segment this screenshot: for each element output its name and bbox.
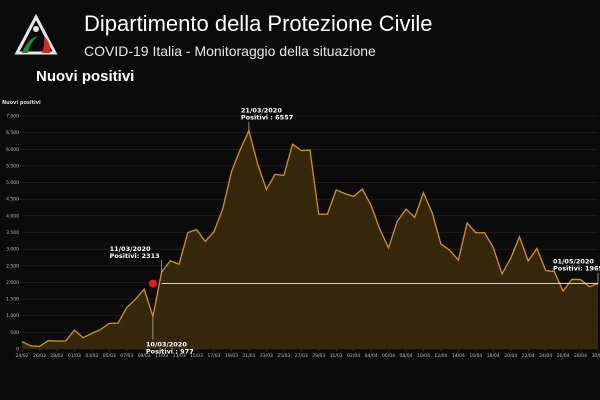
x-tick-label: 26/04: [557, 353, 570, 359]
x-tick-label: 17/03: [208, 353, 221, 359]
page-title: Dipartimento della Protezione Civile: [84, 11, 433, 36]
x-tick-label: 09/03: [138, 353, 151, 359]
annotation-date: 10/03/2020: [146, 340, 187, 348]
y-tick-label: 500: [10, 330, 19, 336]
x-tick-label: 02/04: [347, 353, 360, 359]
x-tick-label: 14/04: [452, 353, 465, 359]
x-tick-label: 05/03: [103, 353, 116, 359]
x-tick-label: 29/03: [312, 353, 325, 359]
annotation-date: 01/05/2020: [553, 258, 594, 266]
protezione-civile-logo-icon: [14, 14, 58, 55]
y-tick-label: 1.000: [6, 313, 19, 319]
x-tick-label: 25/03: [277, 353, 290, 359]
y-tick-label: 7.000: [6, 114, 19, 120]
x-tick-label: 08/04: [400, 353, 413, 359]
x-tick-label: 30/04: [592, 353, 600, 359]
x-tick-label: 13/03: [173, 353, 186, 359]
y-tick-label: 3.000: [6, 247, 19, 253]
y-tick-label: 3.500: [6, 230, 19, 236]
x-tick-label: 28/04: [574, 353, 587, 359]
x-tick-label: 23/03: [260, 353, 273, 359]
x-tick-label: 19/03: [225, 353, 238, 359]
x-tick-label: 18/04: [487, 353, 500, 359]
page-subtitle: COVID-19 Italia - Monitoraggio della sit…: [84, 43, 376, 59]
x-tick-label: 16/04: [469, 353, 482, 359]
x-tick-label: 12/04: [434, 353, 447, 359]
y-tick-label: 1.500: [6, 297, 19, 303]
annotation-value: Positivi : 977: [146, 347, 194, 355]
y-tick-label: 5.000: [6, 180, 19, 186]
y-tick-label: 0: [16, 347, 19, 353]
x-tick-label: 26/02: [33, 353, 46, 359]
annotation-value: Positivi : 6557: [241, 114, 293, 122]
x-tick-label: 24/04: [539, 353, 552, 359]
x-tick-label: 31/03: [330, 353, 343, 359]
y-axis-label: Nuovi positivi: [2, 100, 41, 106]
x-tick-label: 20/04: [504, 353, 517, 359]
y-tick-label: 4.500: [6, 197, 19, 203]
x-tick-label: 28/02: [50, 353, 63, 359]
y-tick-label: 2.000: [6, 280, 19, 286]
annotation-value: Positivi: 1965: [553, 265, 600, 273]
x-tick-label: 15/03: [190, 353, 203, 359]
x-tick-label: 04/04: [365, 353, 378, 359]
y-tick-label: 4.000: [6, 213, 19, 219]
x-tick-label: 21/03: [242, 353, 255, 359]
x-tick-label: 10/04: [417, 353, 430, 359]
x-tick-label: 24/02: [16, 353, 29, 359]
x-tick-label: 03/03: [85, 353, 98, 359]
x-tick-label: 22/04: [522, 353, 535, 359]
x-tick-label: 27/03: [295, 353, 308, 359]
peak-start-marker: [148, 279, 157, 288]
annotation-value: Positivi: 2313: [110, 252, 160, 260]
annotation-date: 11/03/2020: [110, 245, 151, 253]
x-tick-label: 07/03: [120, 353, 133, 359]
x-tick-label: 01/03: [68, 353, 81, 359]
area-fill: [22, 130, 598, 349]
series-line: [21, 128, 599, 348]
section-title: Nuovi positivi: [36, 68, 135, 85]
y-tick-label: 5.500: [6, 163, 19, 169]
y-tick-label: 2.500: [6, 263, 19, 269]
y-tick-label: 6.500: [6, 130, 19, 136]
y-tick-label: 6.000: [6, 147, 19, 153]
annotation-date: 21/03/2020: [241, 107, 282, 115]
x-tick-label: 06/04: [382, 353, 395, 359]
new-positives-chart: Nuovi positivi 0 500 1.000 1.500 2.000 2.500 3…: [2, 100, 600, 359]
x-tick-label: 11/03: [155, 353, 168, 359]
